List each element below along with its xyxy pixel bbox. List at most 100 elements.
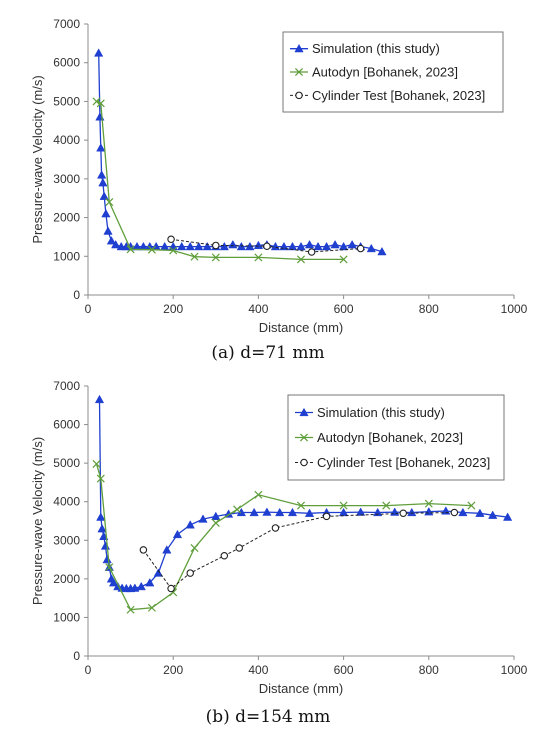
y-tick-label: 5000 xyxy=(53,456,80,470)
data-point xyxy=(96,99,105,108)
legend-swatch-marker xyxy=(294,43,304,53)
data-point xyxy=(338,241,349,251)
legend-swatch-marker xyxy=(299,407,309,417)
data-point xyxy=(313,241,323,251)
y-axis-title: Pressure-wave Velocity (m/s) xyxy=(30,437,45,605)
data-point xyxy=(304,239,315,249)
x-tick-label: 800 xyxy=(419,302,439,316)
y-tick-label: 4000 xyxy=(53,133,80,147)
y-tick-label: 2000 xyxy=(53,211,80,225)
data-point xyxy=(228,239,238,249)
x-tick-label: 0 xyxy=(85,302,92,316)
data-point xyxy=(153,568,163,577)
data-point xyxy=(321,241,332,251)
data-point xyxy=(502,512,513,521)
series-line xyxy=(96,100,344,261)
data-point xyxy=(254,253,263,262)
data-point xyxy=(186,569,194,577)
data-point xyxy=(458,507,468,517)
x-tick-label: 400 xyxy=(248,663,268,677)
data-point xyxy=(98,178,108,187)
data-point xyxy=(177,241,187,251)
legend-swatch-marker xyxy=(299,433,309,442)
data-point xyxy=(147,245,156,254)
data-point xyxy=(249,507,259,517)
x-axis-title: Distance (mm) xyxy=(259,681,344,696)
data-point xyxy=(92,459,101,468)
legend-swatch-marker xyxy=(300,458,308,467)
data-point xyxy=(399,509,407,518)
data-point xyxy=(96,512,106,521)
y-tick-label: 0 xyxy=(73,288,80,302)
legend-box xyxy=(282,31,504,113)
y-tick-label: 7000 xyxy=(53,379,80,393)
y-tick-label: 2000 xyxy=(53,572,80,586)
x-tick-label: 600 xyxy=(334,302,354,316)
chart-panel-1: 0 1000 2000 3000 4000 5000 6000 7000 0 200 400 600 8… xyxy=(30,17,528,363)
legend-label: Cylinder Test [Bohanek, 2023] xyxy=(317,455,490,470)
legend-label: Autodyn [Bohanek, 2023] xyxy=(312,65,458,80)
data-point xyxy=(172,529,183,539)
data-point xyxy=(450,508,459,517)
data-point xyxy=(162,545,172,554)
y-tick-label: 0 xyxy=(73,649,80,663)
series-circle-1 xyxy=(167,235,365,256)
legend-box xyxy=(287,394,505,481)
data-point xyxy=(185,241,195,251)
data-point xyxy=(254,490,263,499)
data-point xyxy=(339,501,348,510)
data-point xyxy=(105,563,114,572)
y-tick-label: 3000 xyxy=(53,533,80,547)
data-point xyxy=(287,507,298,517)
legend-label: Simulation (this study) xyxy=(317,405,445,420)
data-point xyxy=(105,198,114,207)
data-point xyxy=(377,246,387,256)
y-axis-title: Pressure-wave Velocity (m/s) xyxy=(30,75,45,243)
data-point xyxy=(96,143,106,152)
data-point xyxy=(147,603,156,612)
data-point xyxy=(99,191,109,200)
data-point xyxy=(97,170,107,179)
y-tick-label: 1000 xyxy=(53,610,80,624)
x-axis-title: Distance (mm) xyxy=(259,320,344,335)
data-point xyxy=(167,235,175,244)
legend-label: Simulation (this study) xyxy=(312,41,440,56)
data-point xyxy=(126,245,135,254)
data-point xyxy=(304,508,315,517)
y-tick-label: 3000 xyxy=(53,172,80,186)
y-tick-label: 7000 xyxy=(53,17,80,31)
data-point xyxy=(96,474,105,483)
chart-panel-2: 0 1000 2000 3000 4000 5000 6000 7000 0 200 400 600 8… xyxy=(30,379,528,727)
legend: Simulation (this study) Autodyn [Bohanek,… xyxy=(287,394,505,481)
data-point xyxy=(330,239,340,249)
data-point xyxy=(108,577,119,587)
data-point xyxy=(263,242,271,250)
data-point xyxy=(198,514,208,523)
data-point xyxy=(145,577,155,587)
data-point xyxy=(102,554,112,564)
x-tick-label: 0 xyxy=(85,663,92,677)
data-point xyxy=(211,511,221,520)
data-point xyxy=(233,505,242,514)
data-point xyxy=(407,507,417,517)
data-point xyxy=(126,605,135,614)
data-point xyxy=(111,239,121,249)
x-tick-label: 200 xyxy=(163,663,183,677)
series-x-2 xyxy=(92,459,476,614)
data-point xyxy=(475,508,485,517)
data-point xyxy=(211,253,220,262)
data-point xyxy=(382,501,391,510)
chart-caption: (b) d=154 mm xyxy=(206,707,331,727)
y-tick-label: 6000 xyxy=(53,56,80,70)
y-tick-label: 1000 xyxy=(53,249,80,263)
legend-label: Cylinder Test [Bohanek, 2023] xyxy=(312,88,485,103)
data-point xyxy=(190,543,199,553)
legend: Simulation (this study) Autodyn [Bohanek,… xyxy=(282,31,504,113)
data-point xyxy=(488,510,498,519)
x-tick-label: 600 xyxy=(334,663,354,677)
data-point xyxy=(94,48,104,57)
data-point xyxy=(169,246,178,255)
data-point xyxy=(94,394,105,404)
data-point xyxy=(97,523,107,533)
data-point xyxy=(92,97,101,106)
